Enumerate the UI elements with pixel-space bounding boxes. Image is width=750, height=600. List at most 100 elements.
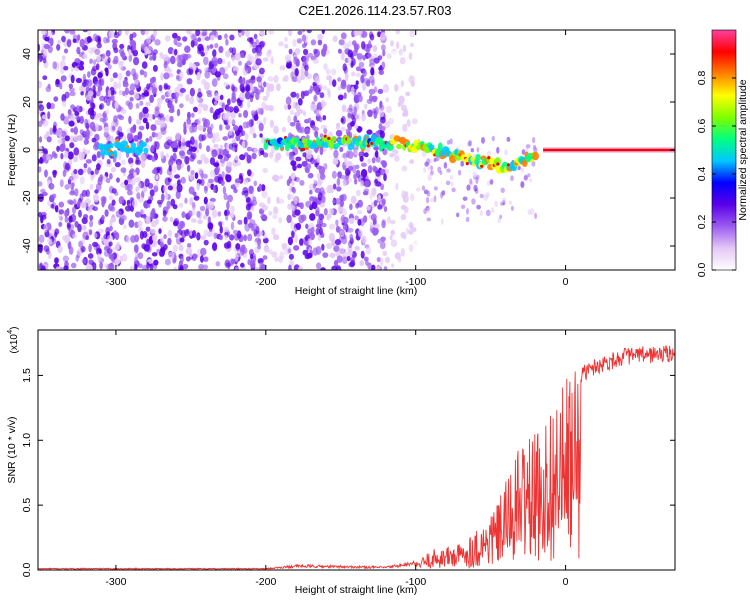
spectrogram-cell xyxy=(231,96,237,104)
spectrogram-cell xyxy=(60,153,64,160)
spectrogram-cell xyxy=(146,199,152,205)
spectrogram-cell xyxy=(221,171,225,179)
snr-y-label: SNR (10 * v/v) xyxy=(6,416,18,483)
spectrogram-cell xyxy=(111,199,116,206)
colorbar-label: Normalized spectral amplitude xyxy=(737,79,749,220)
spectrogram-cell xyxy=(391,50,398,59)
spectrogram-cell xyxy=(489,179,494,185)
spectrogram-cell xyxy=(135,156,140,164)
spectrogram-cell xyxy=(273,157,280,163)
spectrogram-cell xyxy=(197,159,203,165)
spectrogram-cell xyxy=(370,67,375,76)
spectrogram-cell xyxy=(355,30,360,35)
spectrogram-cell xyxy=(190,136,195,145)
spectrogram-cell xyxy=(61,55,66,61)
spectrogram-cell xyxy=(204,47,209,56)
spectrogram-cell xyxy=(145,101,151,107)
spectrogram-cell xyxy=(368,40,372,49)
snr-x-ticks: -300 -200 -100 0 xyxy=(105,330,569,588)
spectrogram-cell xyxy=(39,158,43,164)
spectrogram-cell xyxy=(317,218,321,228)
spectrogram-cell xyxy=(237,219,243,225)
spectrogram-cell xyxy=(70,135,74,144)
spectrogram-cell xyxy=(167,185,173,191)
spectrogram-cell xyxy=(293,195,298,205)
spectrogram-cell xyxy=(189,62,194,70)
spectrogram-cell xyxy=(261,190,268,199)
spectrogram-cell xyxy=(250,110,257,116)
spectrogram-cell xyxy=(362,69,367,77)
spectrogram-cell xyxy=(400,213,407,221)
spectrogram-cell xyxy=(284,104,288,111)
spectrogram-cell xyxy=(202,264,209,270)
spectrogram-cell xyxy=(128,157,134,165)
ridge-cell xyxy=(113,150,118,159)
spectrogram-cell xyxy=(323,63,328,70)
spectrogram-cell xyxy=(328,207,334,216)
spectrogram-cell xyxy=(151,169,158,175)
spectrogram-cell xyxy=(79,176,85,185)
spectrogram-cell xyxy=(304,128,311,135)
spectrogram-cell xyxy=(163,72,170,80)
spectrogram-cell xyxy=(176,42,182,47)
spectrogram-cell xyxy=(389,153,395,158)
spectrogram-cell xyxy=(337,77,342,82)
ridge-cell xyxy=(487,156,491,160)
spectrogram-cell xyxy=(292,101,296,109)
spectrogram-cell xyxy=(367,53,372,58)
spectrogram-cell xyxy=(333,183,337,190)
spectrogram-cell xyxy=(188,173,194,181)
spectrogram-cell xyxy=(212,242,218,251)
spectrogram-cell xyxy=(108,262,115,270)
spectrogram-cell xyxy=(357,229,363,238)
spectrogram-cell xyxy=(345,73,349,79)
spectrogram-cell xyxy=(412,169,418,175)
spectrogram-cell xyxy=(110,94,115,102)
spectrogram-cell xyxy=(56,43,61,51)
spectrogram-cell xyxy=(250,75,256,81)
spectrogram-cell xyxy=(320,124,327,130)
spectrogram-cell xyxy=(378,110,385,118)
spectrogram-cell xyxy=(69,87,75,93)
spectrogram-cell xyxy=(125,235,130,244)
spectrogram-cell xyxy=(102,116,106,125)
spectrogram-cell xyxy=(68,200,74,206)
spectrogram-cell xyxy=(217,211,222,217)
spectrogram-cell xyxy=(199,34,206,42)
spectrogram-cell xyxy=(185,94,190,102)
ridge-cell xyxy=(302,147,306,152)
spectrogram-cell xyxy=(127,174,134,180)
spectrogram-cell xyxy=(289,122,296,127)
spectrogram-cell xyxy=(262,152,269,158)
spectrogram-cell xyxy=(41,114,48,120)
spectrogram-cell xyxy=(203,56,209,66)
spectrogram-cell xyxy=(92,143,100,151)
spectrogram-cell xyxy=(331,68,337,76)
spectrogram-cell xyxy=(172,147,178,153)
spectrogram-cell xyxy=(180,142,187,152)
spectrogram-cell xyxy=(163,84,168,90)
spectrogram-cell xyxy=(357,91,362,98)
spectrogram-cell xyxy=(429,198,435,203)
spectrogram-cell xyxy=(194,172,199,180)
spectrogram-cell xyxy=(279,251,285,260)
spectrogram-cell xyxy=(500,201,504,206)
spectrogram-cell xyxy=(449,138,453,145)
ridge-cell xyxy=(126,145,130,149)
spectrogram-cell xyxy=(299,202,304,210)
spectrogram-cell xyxy=(287,104,292,110)
spectrogram-cell xyxy=(213,31,218,38)
spectrogram-cell xyxy=(231,56,235,62)
spectrogram-cell xyxy=(170,198,176,207)
spectrogram-cell xyxy=(476,204,481,210)
spectrogram-cell xyxy=(318,166,325,175)
spectrogram-cell xyxy=(145,226,151,232)
spectrogram-cell xyxy=(281,243,288,248)
spectrogram-cell xyxy=(390,229,396,236)
spectrogram-cell xyxy=(111,166,116,173)
spectrogram-cell xyxy=(377,194,382,203)
spectrogram-cell xyxy=(192,230,197,238)
spectrogram-cell xyxy=(107,89,112,98)
ridge-cell xyxy=(470,156,476,162)
spectrogram-cell xyxy=(74,188,79,197)
